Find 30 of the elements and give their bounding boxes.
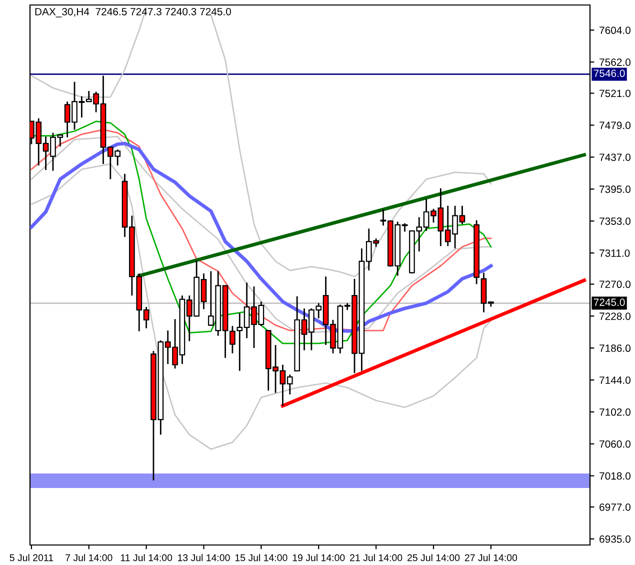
y-tick-label: 7353.0 bbox=[600, 218, 630, 225]
y-tick-label: 6977.0 bbox=[600, 503, 630, 511]
y-tick-label: 7562.0 bbox=[600, 58, 630, 66]
line-series bbox=[210, 14, 492, 278]
y-tick-label: 7186.0 bbox=[600, 344, 630, 352]
ref-line-label: 7546.0 bbox=[594, 70, 625, 78]
y-tick-label: 7311.0 bbox=[600, 249, 630, 257]
y-tick-label: 7102.0 bbox=[600, 408, 630, 416]
ref-line-label: 7245.0 bbox=[594, 298, 625, 306]
x-tick-label: 7 Jul 14:00 bbox=[66, 554, 112, 562]
y-tick-label: 6935.0 bbox=[600, 535, 630, 543]
y-tick-label: 7395.0 bbox=[600, 186, 630, 193]
x-tick-label: 21 Jul 14:00 bbox=[350, 554, 402, 562]
y-tick-label: 7018.0 bbox=[600, 472, 630, 480]
y-tick-label: 7144.0 bbox=[600, 376, 630, 384]
x-tick-label: 5 Jul 2011 bbox=[10, 554, 54, 562]
x-tick-label: 11 Jul 14:00 bbox=[120, 554, 172, 562]
y-tick-label: 7521.0 bbox=[600, 90, 630, 98]
x-tick-label: 15 Jul 14:00 bbox=[235, 554, 288, 562]
chart-title: DAX_30,H4 7246.5 7247.3 7240.3 7245.0 bbox=[35, 8, 231, 18]
y-tick-label: 7228.0 bbox=[600, 312, 630, 320]
y-tick-label: 7060.0 bbox=[600, 440, 630, 448]
y-tick-label: 7604.0 bbox=[600, 26, 630, 34]
x-tick-label: 25 Jul 14:00 bbox=[407, 554, 460, 562]
y-tick-label: 7437.0 bbox=[600, 154, 630, 161]
x-tick-label: 27 Jul 14:00 bbox=[464, 554, 518, 562]
x-tick-label: 13 Jul 14:00 bbox=[178, 554, 230, 562]
y-tick-label: 7270.0 bbox=[600, 280, 630, 288]
x-tick-label: 19 Jul 14:00 bbox=[292, 554, 345, 562]
y-tick-label: 7479.0 bbox=[600, 122, 630, 130]
